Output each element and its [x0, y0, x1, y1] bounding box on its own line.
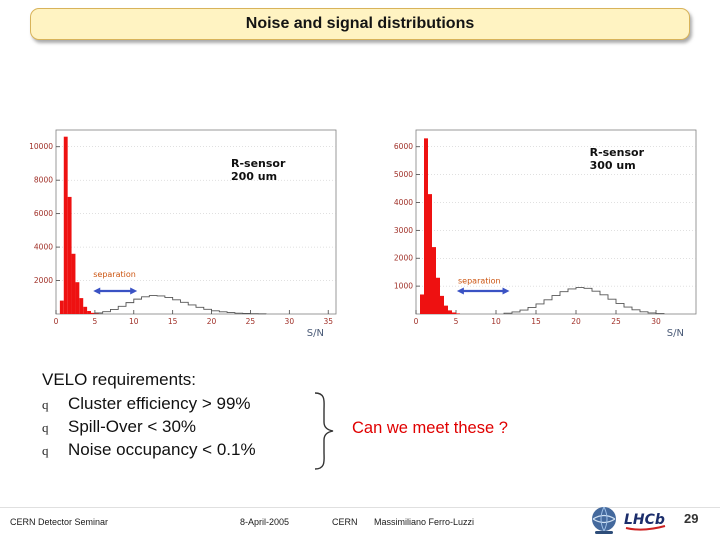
svg-text:200 um: 200 um [231, 170, 277, 183]
svg-text:25: 25 [246, 317, 256, 326]
svg-text:15: 15 [531, 317, 541, 326]
svg-text:30: 30 [285, 317, 295, 326]
footer-organization: CERN [332, 517, 358, 527]
bullet-glyph: q [42, 397, 49, 412]
histogram-r-sensor-300um: 1000 2000 3000 4000 5000 6000 0 5 10 15 20 25 30 R-se… [394, 129, 697, 339]
histogram-r-sensor-200um: 2000 4000 6000 8000 10000 0 5 10 15 20 25 30 35 R-sen… [29, 129, 337, 339]
footer-date: 8-April-2005 [240, 517, 290, 527]
list-item: q Spill-Over < 30% [42, 415, 256, 438]
svg-text:4000: 4000 [394, 198, 413, 207]
callout-text: Can we meet these ? [352, 419, 508, 437]
svg-text:2000: 2000 [394, 254, 413, 263]
list-item: q Noise occupancy < 0.1% [42, 438, 256, 461]
svg-text:5: 5 [454, 317, 459, 326]
page-number: 29 [684, 511, 699, 526]
svg-text:S/N: S/N [307, 328, 324, 339]
svg-text:6000: 6000 [394, 142, 413, 151]
requirement-text: Noise occupancy < 0.1% [68, 440, 256, 459]
lhcb-logo: LHCb [624, 512, 666, 531]
footer-author: Massimiliano Ferro-Luzzi [374, 517, 475, 527]
velo-requirements-block: VELO requirements: q Cluster efficiency … [42, 368, 256, 461]
svg-text:3000: 3000 [394, 226, 413, 235]
svg-text:10000: 10000 [29, 142, 53, 151]
svg-text:R-sensor: R-sensor [590, 146, 645, 159]
right-brace-icon [314, 392, 334, 470]
svg-text:35: 35 [323, 317, 333, 326]
svg-text:30: 30 [651, 317, 661, 326]
requirements-heading: VELO requirements: [42, 370, 197, 389]
svg-text:separation: separation [93, 270, 136, 279]
svg-text:25: 25 [611, 317, 621, 326]
globe-logo [592, 506, 616, 534]
svg-text:0: 0 [414, 317, 419, 326]
svg-text:6000: 6000 [34, 209, 53, 218]
bullet-glyph: q [42, 420, 49, 435]
svg-text:300 um: 300 um [590, 159, 636, 172]
svg-text:10: 10 [491, 317, 501, 326]
svg-text:2000: 2000 [34, 276, 53, 285]
svg-text:20: 20 [207, 317, 217, 326]
slide-title-box: Noise and signal distributions [30, 8, 690, 40]
svg-text:separation: separation [458, 277, 501, 286]
footer-separator [0, 507, 720, 508]
svg-text:5000: 5000 [394, 170, 413, 179]
list-item: q Cluster efficiency > 99% [42, 392, 256, 415]
requirement-text: Cluster efficiency > 99% [68, 394, 251, 413]
svg-text:1000: 1000 [394, 282, 413, 291]
svg-text:10: 10 [129, 317, 139, 326]
bullet-glyph: q [42, 443, 49, 458]
footer-seminar-name: CERN Detector Seminar [10, 517, 109, 527]
svg-text:S/N: S/N [667, 328, 684, 339]
svg-text:5: 5 [92, 317, 97, 326]
svg-text:15: 15 [168, 317, 178, 326]
requirement-text: Spill-Over < 30% [68, 417, 197, 436]
svg-text:8000: 8000 [34, 176, 53, 185]
lhcb-logo-text: LHCb [624, 512, 665, 528]
slide-title: Noise and signal distributions [245, 15, 475, 32]
svg-text:0: 0 [54, 317, 59, 326]
svg-text:4000: 4000 [34, 243, 53, 252]
svg-text:R-sensor: R-sensor [231, 157, 286, 170]
svg-text:20: 20 [571, 317, 581, 326]
